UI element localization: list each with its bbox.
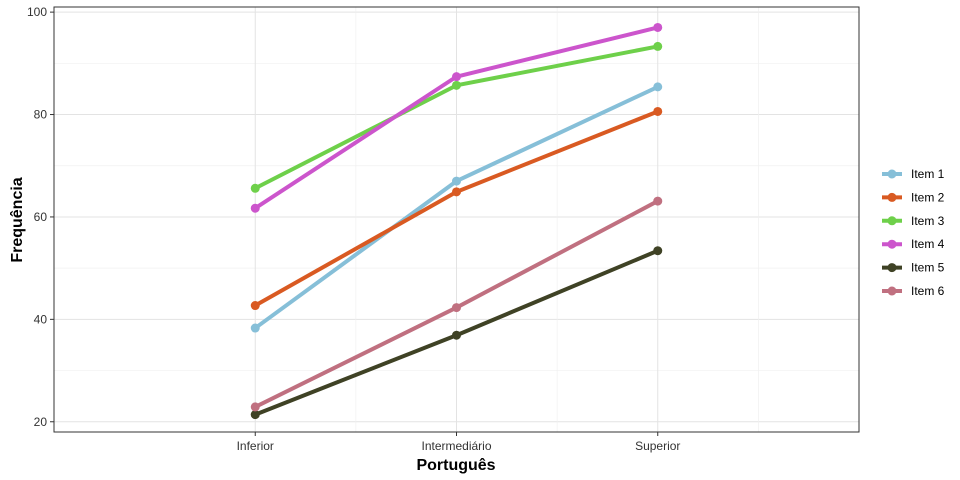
data-point (250, 410, 260, 420)
data-point (653, 106, 663, 116)
y-tick-label: 100 (27, 5, 47, 19)
data-point (653, 22, 663, 32)
legend-item: Item 6 (882, 284, 945, 298)
data-point (452, 176, 461, 186)
legend: Item 1 Item 2 Item 3 Item 4 Item 5 Item 6 (882, 167, 945, 298)
data-point (653, 246, 663, 256)
data-point (653, 196, 663, 206)
legend-item: Item 2 (882, 190, 945, 204)
x-tick-label: Inferior (237, 439, 274, 453)
y-tick-label: 60 (34, 210, 48, 224)
x-tick-label: Superior (635, 439, 680, 453)
legend-label: Item 3 (911, 214, 945, 228)
data-point (250, 203, 260, 213)
legend-label: Item 5 (911, 261, 945, 275)
legend-key-point (887, 216, 897, 226)
legend-item: Item 5 (882, 261, 945, 275)
data-point (250, 301, 260, 311)
legend-key-point (887, 239, 897, 249)
data-point (452, 303, 461, 313)
x-axis-title: Português (416, 457, 495, 474)
series-layer (250, 22, 663, 420)
series-2 (250, 106, 663, 311)
legend-item: Item 3 (882, 214, 945, 228)
legend-key-point (887, 192, 897, 202)
data-point (250, 323, 260, 333)
y-tick-label: 40 (34, 312, 48, 326)
legend-item: Item 1 (882, 167, 945, 181)
series-4 (250, 22, 663, 213)
legend-label: Item 6 (911, 284, 945, 298)
data-point (452, 187, 461, 197)
data-point (653, 41, 663, 51)
x-tick-label: Intermediário (421, 439, 491, 453)
legend-key-point (887, 286, 897, 296)
axes: 20 40 60 80 100 Inferior Intermediário Superior (27, 5, 680, 453)
y-tick-label: 80 (34, 108, 48, 122)
data-point (653, 82, 663, 92)
legend-label: Item 4 (911, 237, 945, 251)
series-1 (250, 82, 663, 333)
legend-label: Item 1 (911, 167, 945, 181)
data-point (452, 80, 461, 90)
series-6 (250, 196, 663, 412)
data-point (250, 402, 260, 412)
y-axis-title: Frequência (9, 177, 26, 262)
series-3 (250, 41, 663, 193)
legend-label: Item 2 (911, 190, 945, 204)
data-point (452, 72, 461, 82)
grid (54, 7, 859, 432)
data-point (452, 330, 461, 340)
series-5 (250, 246, 663, 420)
legend-item: Item 4 (882, 237, 945, 251)
legend-key-point (887, 263, 897, 273)
data-point (250, 183, 260, 193)
y-tick-label: 20 (34, 415, 48, 429)
legend-key-point (887, 169, 897, 179)
